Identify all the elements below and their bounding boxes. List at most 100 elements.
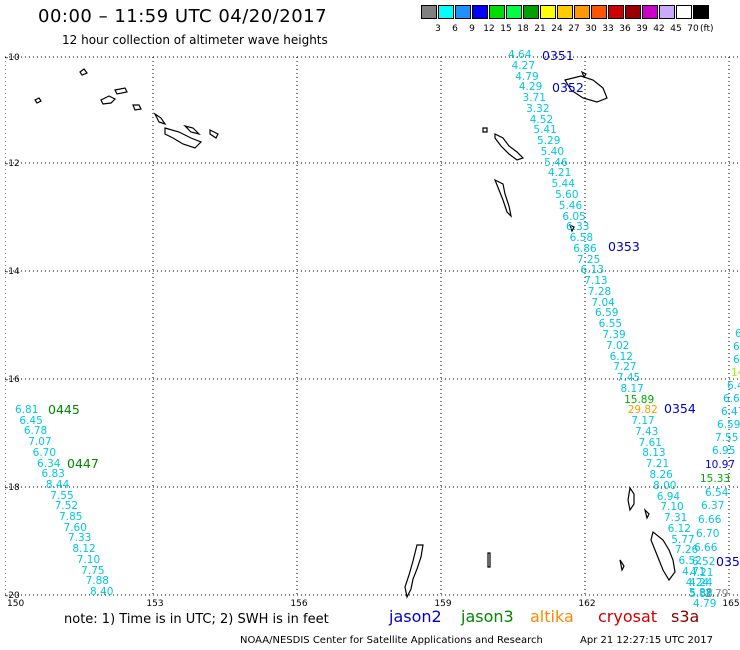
wave-height-label: 4.24: [685, 576, 710, 589]
wave-height-label: 6.52: [692, 556, 716, 568]
pass-id-label: 0447: [67, 456, 99, 471]
legend-swatch: [659, 5, 675, 19]
legend-tick-label: 9: [469, 24, 475, 34]
legend-tick-label: 27: [568, 24, 580, 34]
axis-tick-labels: 150 153 156 159 162 165 -10 -12 -14 -16 -18 -20: [5, 53, 740, 606]
legend-swatch: [608, 5, 624, 19]
wave-height-label: 6.12: [667, 522, 691, 535]
wave-height-label: 15.33: [700, 473, 731, 485]
wave-height-label: 7.13: [584, 275, 608, 288]
wave-height-label: 7.55: [50, 489, 74, 502]
footer-timestamp: Apr 21 12:27:15 UTC 2017: [580, 635, 713, 646]
coastline-island-r: [650, 530, 676, 582]
wave-height-label: 8.12: [72, 543, 96, 556]
legend-tick-label: 18: [517, 24, 529, 34]
wave-height-label: 6.12: [609, 350, 633, 363]
legend-swatch: [693, 5, 709, 19]
wave-height-label: 14: [731, 367, 740, 379]
wave-height-label: 7.39: [602, 329, 626, 342]
legend-swatch: [455, 5, 471, 19]
wave-height-label: 6.83: [41, 468, 65, 481]
wave-height-label: 7.85: [59, 511, 83, 523]
wave-height-label: 15.89: [624, 393, 655, 406]
legend-swatch: [523, 5, 539, 19]
latitude-tick-label: -16: [5, 375, 20, 385]
longitude-tick-label: 159: [434, 599, 451, 606]
wave-height-label: 4.27: [511, 59, 536, 72]
pass-id-label: 035: [716, 554, 740, 569]
legend-swatch: [438, 5, 454, 19]
wave-height-label: 6.59: [717, 419, 740, 431]
latitude-tick-label: -14: [5, 267, 20, 277]
wave-height-label: 7.04: [591, 296, 615, 309]
wave-height-label: 5.88: [689, 587, 713, 600]
satellite-legend-cryosat: cryosat: [598, 607, 658, 626]
wave-height-label: 6.4: [727, 380, 740, 392]
wave-height-label: 5.44: [551, 178, 575, 191]
map-gridlines: [5, 56, 740, 596]
wave-height-label: 6: [735, 328, 740, 340]
pass-id-label: 0352: [552, 80, 584, 95]
coastline-island-t: [404, 544, 424, 599]
longitude-tick-label: 162: [578, 599, 595, 606]
wave-height-label: 6.86: [573, 242, 597, 255]
wave-height-label: 7.10: [660, 501, 684, 514]
legend-swatch: [574, 5, 590, 19]
wave-height-label: 5.77: [671, 533, 695, 546]
wave-height-label: 6.94: [656, 490, 681, 503]
wave-height-label: 5.60: [555, 189, 579, 201]
satellite-legend-jason2: jason2: [389, 607, 442, 626]
wave-height-label: 4.21: [547, 167, 572, 180]
latitude-tick-label: -20: [5, 591, 20, 601]
legend-tick-label: 36: [619, 24, 631, 34]
legend-tick-label: 70: [687, 24, 699, 34]
legend-tick-label: 15: [500, 24, 512, 34]
wave-height-label: 6.70: [696, 528, 720, 540]
coastline-island-d: [132, 104, 142, 111]
wave-height-label: 5.40: [540, 145, 565, 158]
wave-height-label: 4.24: [689, 577, 713, 589]
legend-tick-label: 12: [483, 24, 495, 34]
wave-height-map: 150 153 156 159 162 165 -10 -12 -14 -16 -18 -20: [5, 53, 740, 606]
wave-height-label: 7.21: [645, 458, 670, 471]
legend-swatch: [625, 5, 641, 19]
legend-swatch: [557, 5, 573, 19]
wave-height-label: 3.71: [522, 92, 546, 105]
wave-height-label: 7.61: [638, 436, 662, 449]
wave-height-label: 4.79: [515, 70, 539, 83]
wave-height-label: 6.58: [569, 232, 594, 245]
wave-height-label: 8.17: [620, 382, 644, 395]
legend-swatch: [506, 5, 522, 19]
wave-height-label: 7.27: [613, 361, 637, 374]
legend-tick-label: 39: [636, 24, 648, 34]
wave-height-label: 4.21: [690, 567, 714, 579]
legend-tick-label: 24: [551, 24, 563, 34]
wave-height-label: 6.66: [694, 542, 718, 554]
longitude-tick-label: 165: [722, 599, 739, 606]
wave-height-label: 6.59: [595, 307, 619, 320]
wave-height-label: 6.34: [37, 457, 61, 470]
wave-height-label: 4.29: [518, 81, 543, 94]
wave-height-label: 6.81: [15, 404, 39, 416]
wave-height-label: 7.28: [587, 285, 612, 298]
wave-height-label: 7.07: [28, 436, 52, 449]
map-title: 00:00 – 11:59 UTC 04/20/2017: [38, 6, 328, 27]
wave-height-label: 4.52: [529, 113, 554, 126]
wave-height-label: 8.26: [649, 469, 673, 482]
wave-height-label: 6.78: [23, 425, 48, 438]
wave-height-label: 7.25: [576, 253, 601, 266]
wave-height-label: 7.31: [663, 512, 688, 525]
coastline-island-k: [580, 70, 587, 79]
satellite-legend-s3a: s3a: [671, 607, 700, 626]
wave-height-label: 7.52: [54, 500, 79, 513]
latitude-tick-label: -12: [5, 159, 20, 169]
coastline-island-q: [643, 508, 650, 520]
longitude-tick-label: 150: [7, 599, 24, 606]
wave-height-label: 6.54: [705, 487, 729, 499]
pass-id-label: 0351: [542, 48, 574, 63]
pass-id-label: 0445: [48, 402, 80, 417]
latitude-tick-label: -10: [5, 53, 20, 63]
wave-height-label: 6.55: [598, 318, 623, 331]
wave-height-label: 6.45: [19, 414, 43, 427]
wave-height-label: 7.02: [605, 339, 630, 352]
